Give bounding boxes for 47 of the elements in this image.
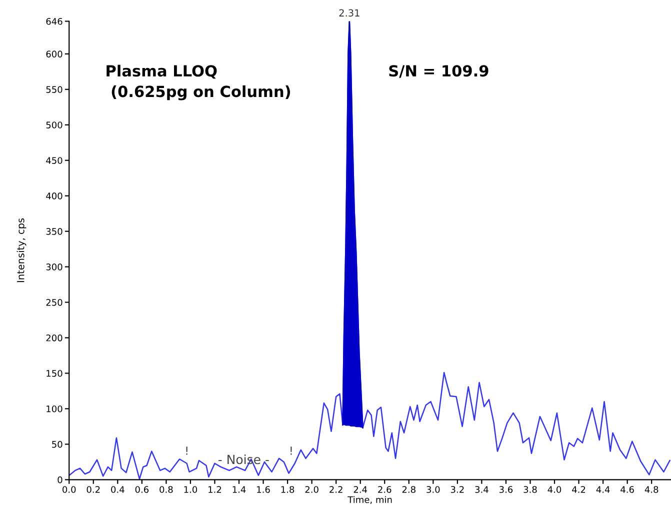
x-tick-label: 3.4 <box>475 486 488 493</box>
x-tick-label: 0.2 <box>86 486 100 493</box>
y-tick-label: 550 <box>46 86 62 93</box>
y-tick-label: 300 <box>46 264 62 270</box>
y-tick-label: 250 <box>46 299 62 306</box>
x-tick-label: 2.2 <box>330 486 342 493</box>
x-tick-label: 3.0 <box>426 486 440 493</box>
annotation: Plasma LLOQ (0.625pg on Column) <box>106 64 290 100</box>
x-tick-label: 0.6 <box>135 486 149 493</box>
annotation: ! <box>186 446 188 455</box>
x-tick-label: 3.2 <box>450 486 464 493</box>
x-tick-label: 4.2 <box>572 486 586 493</box>
x-tick-label: 1.6 <box>257 486 270 493</box>
y-tick-label: 350 <box>46 228 62 235</box>
x-tick-label: 2.4 <box>354 486 368 493</box>
annotation: - Noise - <box>218 454 269 464</box>
y-tick-label: 500 <box>46 122 62 128</box>
annotation: S/N = 109.9 <box>389 65 488 78</box>
y-tick-label: 646 <box>46 18 62 25</box>
y-tick-label: 600 <box>46 50 62 58</box>
x-tick-label: 0.4 <box>111 486 124 493</box>
x-tick-label: 1.8 <box>281 486 294 493</box>
y-tick-label: 200 <box>46 334 62 342</box>
annotation: 2.31 <box>339 9 360 17</box>
y-tick-label: 400 <box>46 192 62 200</box>
x-tick-label: 1.4 <box>232 486 246 493</box>
x-tick-label: 3.6 <box>499 486 513 493</box>
x-tick-label: 0.0 <box>62 486 76 493</box>
x-tick-label: 4.6 <box>620 486 634 493</box>
x-tick-label: 1.2 <box>208 486 222 493</box>
x-tick-label: 4.8 <box>644 486 658 493</box>
x-axis-title: Time, min <box>348 496 392 504</box>
x-tick-label: 2.0 <box>305 486 318 493</box>
x-tick-label: 0.8 <box>160 486 173 493</box>
y-tick-label: 100 <box>46 405 62 412</box>
x-tick-label: 2.6 <box>378 486 392 493</box>
x-tick-label: 3.8 <box>524 486 537 493</box>
x-tick-label: 2.8 <box>402 486 416 493</box>
x-tick-label: 1.0 <box>184 486 198 493</box>
y-tick-label: 150 <box>46 370 62 377</box>
y-tick-label: 50 <box>52 440 62 448</box>
y-tick-label: 450 <box>46 157 62 164</box>
y-axis-title: Intensity, cps <box>16 218 26 282</box>
x-tick-label: 4.4 <box>596 486 610 493</box>
y-tick-label: 0 <box>58 476 62 484</box>
x-tick-label: 4.0 <box>548 486 562 493</box>
annotation: ! <box>290 446 292 455</box>
